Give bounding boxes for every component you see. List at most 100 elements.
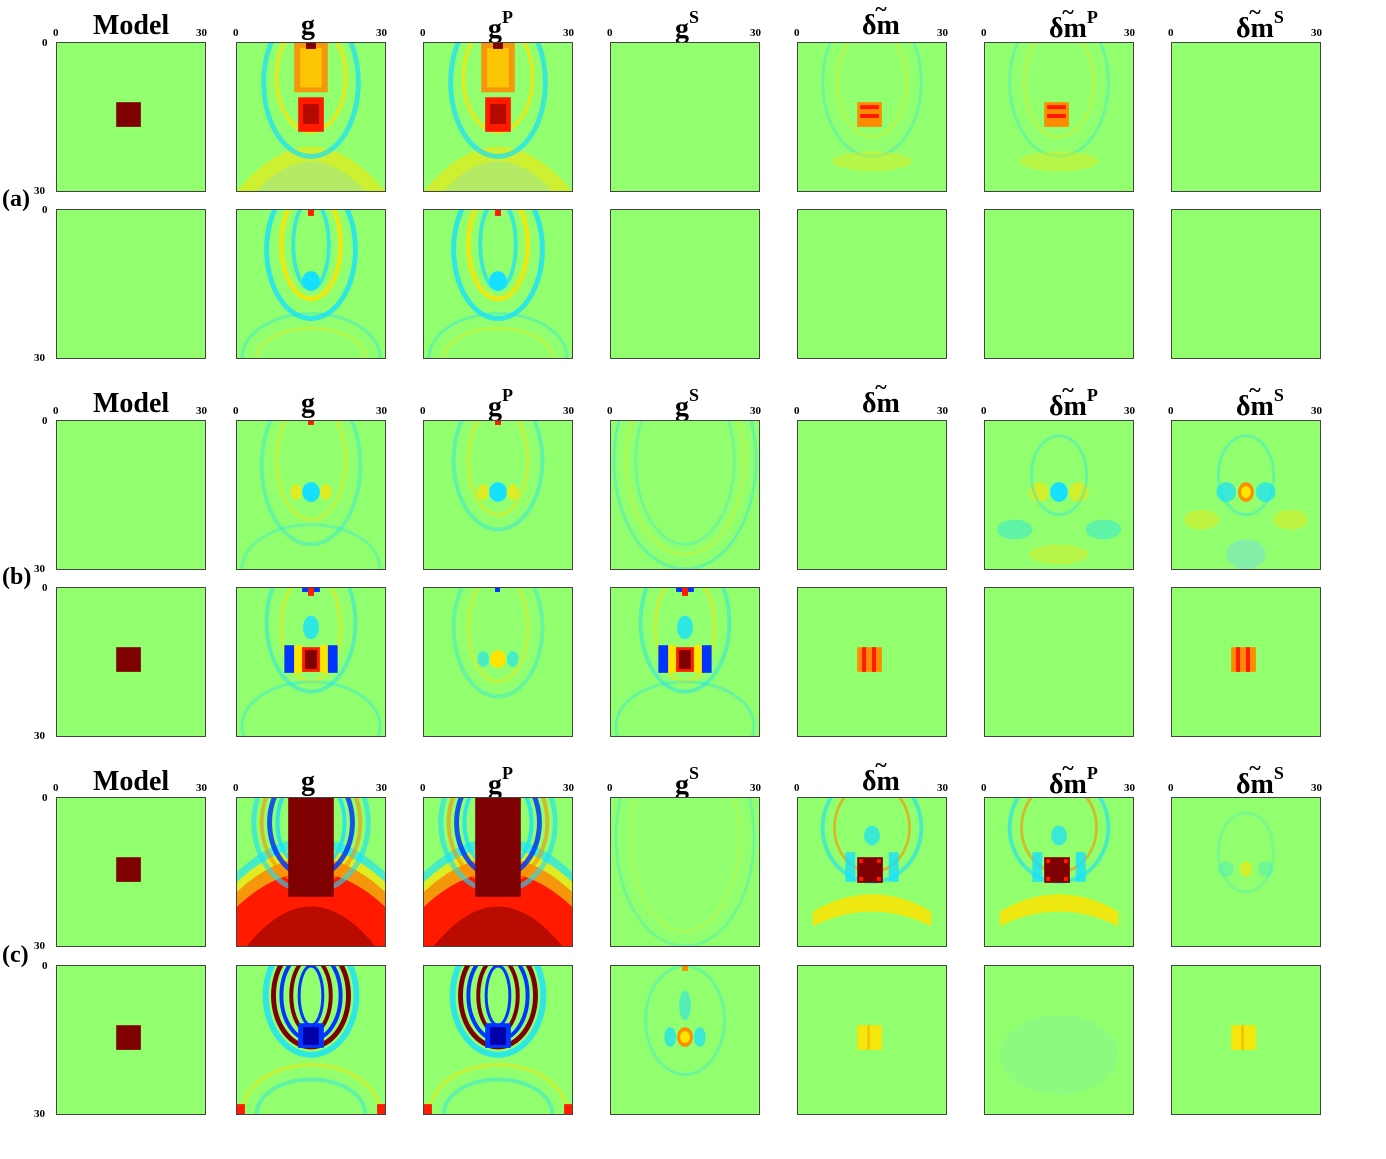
panel-g — [236, 587, 386, 737]
field-image — [116, 857, 141, 882]
x-tick-end: 30 — [376, 405, 387, 417]
field-image — [237, 966, 385, 1114]
column-title-gS: gS — [675, 8, 699, 43]
field-image — [644, 966, 726, 1076]
x-tick-end: 30 — [1124, 405, 1135, 417]
column-title-dmP: δmP — [1049, 8, 1098, 43]
x-tick-end: 30 — [937, 782, 948, 794]
panel-dmP — [984, 587, 1134, 737]
field-image — [985, 588, 1133, 736]
group-label: (c) — [2, 942, 29, 968]
panel-dm — [797, 797, 947, 947]
column-title-base: g — [488, 13, 502, 45]
column-title-base: g — [488, 391, 502, 423]
panel-dmS — [1171, 797, 1321, 947]
column-title-base: g — [675, 391, 689, 423]
field-image — [424, 43, 572, 191]
column-title-gS: gS — [675, 764, 699, 801]
field-image — [611, 210, 759, 358]
panel-gP — [423, 420, 573, 570]
field-image — [237, 43, 385, 191]
column-title-base: g — [301, 766, 315, 797]
column-title-gP: gP — [488, 8, 513, 45]
column-title-superscript: S — [689, 385, 700, 405]
panel-g — [236, 420, 386, 570]
x-tick-end: 30 — [376, 782, 387, 794]
panel-gS — [610, 797, 760, 947]
x-tick-start: 0 — [1168, 27, 1174, 39]
column-title-base: g — [301, 388, 315, 419]
column-title-model: Model — [93, 768, 169, 796]
x-tick-start: 0 — [607, 405, 613, 417]
y-tick-end: 30 — [34, 730, 45, 742]
x-tick-end: 30 — [1311, 405, 1322, 417]
panel-gS — [610, 420, 760, 570]
panel-gP — [423, 209, 573, 359]
panel-model — [56, 965, 206, 1115]
column-title-dmP: δmP — [1049, 764, 1098, 799]
x-tick-start: 0 — [607, 27, 613, 39]
x-tick-start: 0 — [420, 782, 426, 794]
field-image — [999, 798, 1119, 927]
panel-model — [56, 42, 206, 192]
field-image — [1231, 647, 1256, 672]
x-tick-start: 0 — [233, 782, 239, 794]
column-title-base: δm — [862, 390, 900, 418]
panel-model — [56, 797, 206, 947]
column-title-superscript: P — [1086, 385, 1098, 405]
column-title-superscript: P — [502, 763, 513, 783]
column-title-superscript: P — [1086, 7, 1098, 27]
panel-dmS — [1171, 209, 1321, 359]
x-tick-start: 0 — [233, 27, 239, 39]
column-title-base: δm — [1236, 15, 1274, 43]
column-title-base: δm — [1049, 393, 1087, 421]
field-image — [996, 434, 1122, 565]
panel-dmP — [984, 965, 1134, 1115]
panel-gS — [610, 209, 760, 359]
column-title-base: g — [675, 769, 689, 801]
x-tick-start: 0 — [1168, 405, 1174, 417]
column-title-superscript: P — [1086, 763, 1098, 783]
column-title-base: Model — [93, 10, 170, 41]
column-title-base: δm — [862, 768, 900, 796]
field-image — [611, 43, 759, 191]
panel-gP — [423, 965, 573, 1115]
panel-dm — [797, 209, 947, 359]
column-title-base: δm — [1049, 15, 1087, 43]
x-tick-end: 30 — [563, 405, 574, 417]
y-tick-start: 0 — [42, 582, 48, 594]
x-tick-end: 30 — [1311, 27, 1322, 39]
x-tick-end: 30 — [563, 27, 574, 39]
column-title-dm: δm — [862, 768, 900, 796]
y-tick-end: 30 — [34, 185, 45, 197]
field-image — [857, 647, 882, 672]
y-tick-end: 30 — [34, 563, 45, 575]
panel-gP — [423, 587, 573, 737]
x-tick-end: 30 — [1124, 782, 1135, 794]
x-tick-start: 0 — [53, 405, 59, 417]
panel-dmP — [984, 209, 1134, 359]
panel-dm — [797, 420, 947, 570]
y-tick-end: 30 — [34, 940, 45, 952]
x-tick-start: 0 — [794, 405, 800, 417]
field-image — [116, 647, 141, 672]
x-tick-end: 30 — [196, 782, 207, 794]
column-title-dmS: δmS — [1236, 764, 1284, 799]
field-image — [240, 588, 382, 736]
field-image — [798, 421, 946, 569]
column-title-superscript: S — [1273, 385, 1284, 405]
y-tick-start: 0 — [42, 415, 48, 427]
x-tick-end: 30 — [196, 27, 207, 39]
field-image — [1231, 1025, 1256, 1050]
column-title-model: Model — [93, 390, 169, 418]
column-title-base: δm — [1236, 771, 1274, 799]
panel-dm — [797, 587, 947, 737]
field-image — [812, 798, 932, 927]
x-tick-start: 0 — [233, 405, 239, 417]
field-image — [821, 43, 923, 172]
field-image — [240, 421, 382, 569]
panel-gS — [610, 587, 760, 737]
group-label: (b) — [2, 564, 32, 590]
panel-dmP — [984, 420, 1134, 570]
field-image — [1172, 210, 1320, 358]
